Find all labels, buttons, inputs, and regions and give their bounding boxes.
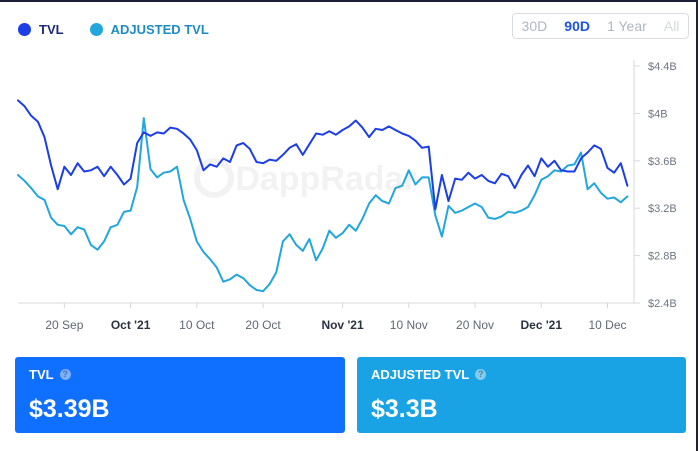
time-range-selector: 30D 90D 1 Year All (512, 13, 689, 39)
tvl-summary-card: TVL ? $3.39B (15, 357, 345, 433)
y-tick-label: $4B (648, 108, 668, 120)
y-tick-label: $3.2B (648, 203, 677, 215)
x-tick-label: 10 Dec (588, 318, 626, 332)
dappradar-logo-icon (194, 158, 234, 198)
adjusted-tvl-card-header: ADJUSTED TVL ? (371, 367, 487, 382)
y-tick-label: $4.4B (648, 61, 677, 73)
tvl-series-line (17, 99, 629, 211)
x-tick-label: 20 Sep (45, 318, 83, 332)
range-button-30d[interactable]: 30D (521, 18, 548, 34)
x-tick-label: 20 Nov (456, 318, 494, 332)
legend-label-adjusted-tvl: ADJUSTED TVL (110, 22, 209, 37)
tvl-legend-dot (18, 23, 31, 36)
x-tick-label: 10 Oct (179, 318, 215, 332)
y-tick-label: $2.8B (648, 251, 677, 263)
help-icon[interactable]: ? (59, 369, 71, 380)
range-button-1-year[interactable]: 1 Year (607, 18, 647, 34)
tvl-card-value: $3.39B (29, 395, 110, 423)
x-tick-label: 10 Nov (390, 318, 428, 332)
y-tick-label: $3.6B (648, 156, 677, 168)
adjusted-tvl-series-line (17, 117, 629, 293)
range-button-all[interactable]: All (663, 18, 680, 34)
range-button-90d[interactable]: 90D (564, 18, 590, 34)
y-tick-label: $2.4B (648, 298, 677, 310)
adjusted-tvl-summary-card: ADJUSTED TVL ? $3.3B (357, 357, 686, 433)
legend-item-tvl[interactable]: TVL (18, 22, 64, 37)
chart-legend: TVL ADJUSTED TVL (18, 22, 235, 37)
tvl-card-header: TVL ? (29, 367, 71, 382)
help-icon[interactable]: ? (475, 369, 487, 380)
x-tick-label: Dec '21 (520, 318, 562, 332)
adjusted-tvl-card-value: $3.3B (371, 395, 438, 423)
legend-label-tvl: TVL (39, 22, 64, 37)
x-tick-label: 20 Oct (245, 318, 281, 332)
tvl-card-label: TVL (29, 367, 54, 382)
adjusted-tvl-card-label: ADJUSTED TVL (371, 367, 470, 382)
dappradar-watermark: DappRadar (235, 160, 416, 198)
adjusted-tvl-legend-dot (89, 23, 103, 36)
tvl-line-chart: DappRadar $2.4B $2.8B $3.2B $3.6B $4B $4.4B 20 … (17, 60, 677, 332)
x-tick-label: Nov '21 (321, 318, 364, 332)
legend-item-adjusted-tvl[interactable]: ADJUSTED TVL (89, 22, 209, 37)
x-tick-label: Oct '21 (111, 318, 151, 332)
